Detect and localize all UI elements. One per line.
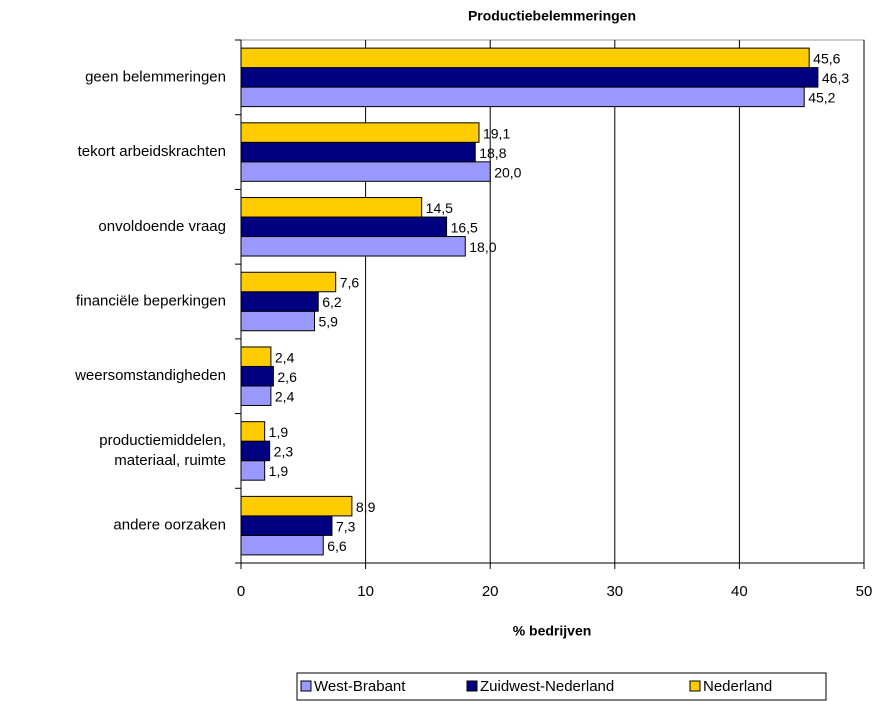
bar — [240, 47, 810, 69]
data-label: 7,3 — [336, 518, 356, 534]
bar — [240, 291, 319, 312]
legend-label: Zuidwest-Nederland — [480, 678, 614, 695]
bar — [240, 67, 819, 88]
bar — [240, 421, 266, 442]
data-label: 16,5 — [451, 219, 478, 235]
data-label: 18,0 — [469, 239, 496, 255]
bar — [240, 385, 272, 406]
bar — [240, 365, 274, 387]
data-label: 2,4 — [275, 388, 295, 404]
bar — [240, 515, 333, 536]
bar — [240, 346, 272, 367]
y-tick-label: andere oorzaken — [113, 517, 226, 534]
legend-swatch — [689, 680, 701, 692]
bar — [240, 534, 324, 556]
x-tick-label: 50 — [856, 583, 873, 600]
y-tick-label: geen belemmeringen — [85, 68, 226, 85]
data-label: 1,9 — [269, 424, 289, 440]
legend-swatch — [300, 680, 312, 692]
bar — [240, 271, 337, 293]
x-tick-label: 10 — [357, 583, 374, 600]
data-label: 46,3 — [822, 70, 849, 86]
data-label: 8,9 — [356, 499, 376, 515]
legend — [296, 672, 827, 701]
bar — [240, 122, 480, 143]
legend-swatch — [466, 680, 478, 692]
legend-label: Nederland — [703, 678, 772, 695]
bar — [240, 440, 271, 462]
x-tick-label: 20 — [482, 583, 499, 600]
bar — [240, 161, 491, 182]
y-tick-label: weersomstandigheden — [74, 367, 226, 384]
x-tick-label: 30 — [606, 583, 623, 600]
bar — [240, 216, 448, 238]
data-label: 5,9 — [319, 314, 339, 330]
data-label: 6,2 — [322, 294, 342, 310]
bar — [240, 141, 476, 163]
bar — [240, 460, 266, 481]
bar — [240, 310, 316, 332]
data-label: 14,5 — [426, 200, 453, 216]
y-tick-label: onvoldoende vraag — [98, 218, 226, 235]
bar — [240, 86, 805, 108]
data-label: 6,6 — [327, 538, 347, 554]
data-label: 1,9 — [269, 463, 289, 479]
data-label: 2,4 — [275, 349, 295, 365]
x-tick-label: 0 — [237, 583, 245, 600]
data-label: 18,8 — [479, 145, 506, 161]
data-label: 19,1 — [483, 125, 510, 141]
data-label: 7,6 — [340, 275, 360, 291]
data-label: 2,6 — [277, 369, 297, 385]
bar — [240, 495, 353, 517]
data-label: 45,2 — [808, 90, 835, 106]
x-tick-label: 40 — [731, 583, 748, 600]
y-tick-label: financiële beperkingen — [76, 292, 226, 309]
data-label: 45,6 — [813, 51, 840, 67]
bar — [240, 197, 423, 218]
y-tick-label: productiemiddelen, materiaal, ruimte — [99, 432, 226, 469]
y-tick-label: tekort arbeidskrachten — [78, 143, 226, 160]
data-label: 2,3 — [274, 444, 294, 460]
legend-label: West-Brabant — [314, 678, 406, 695]
chart-title: Productiebelemmeringen — [468, 8, 636, 24]
bar — [240, 236, 466, 257]
x-axis-label: % bedrijven — [513, 623, 592, 639]
data-label: 20,0 — [494, 164, 521, 180]
